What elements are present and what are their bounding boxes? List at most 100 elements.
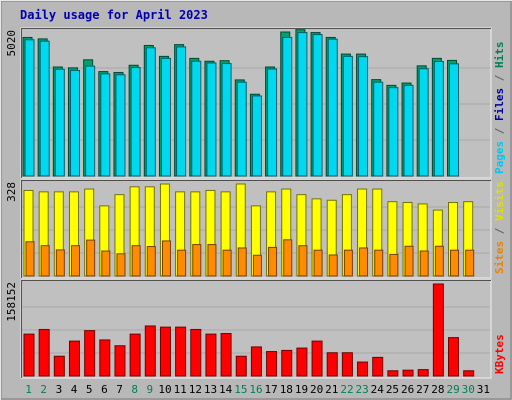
bar-bottom-kbytes-day-6	[99, 339, 111, 377]
bar-top-pages-day-2	[39, 40, 50, 177]
panel-middle-legend-item: Visits	[493, 181, 506, 221]
day-label-22: 22	[340, 383, 353, 396]
bar-top-pages-day-4	[69, 69, 80, 177]
bar-middle-sites-day-15	[237, 247, 247, 277]
bar-bottom-kbytes-day-26	[402, 369, 414, 377]
bar-bottom-kbytes-day-13	[205, 333, 217, 377]
bar-top-pages-day-17	[267, 68, 278, 177]
bar-bottom-kbytes-day-12	[190, 328, 202, 377]
panel-middle-legend-item: /	[493, 221, 506, 241]
panel-top-legend-item: /	[493, 68, 506, 88]
bar-bottom-kbytes-day-23	[357, 361, 369, 377]
bar-top-pages-day-10	[160, 57, 171, 177]
day-label-24: 24	[371, 383, 385, 396]
panel-top-legend-item: Pages	[493, 141, 506, 174]
bar-middle-sites-day-8	[131, 245, 141, 277]
panel-top-legend-item: Files	[493, 88, 506, 121]
bar-top-pages-day-15	[236, 81, 247, 177]
bar-top-pages-day-27	[418, 68, 429, 177]
chart-title: Daily usage for April 2023	[20, 8, 208, 22]
bar-middle-sites-day-17	[268, 246, 278, 277]
bar-middle-sites-day-14	[222, 249, 232, 277]
bar-top-pages-day-14	[221, 63, 232, 177]
bar-bottom-kbytes-day-19	[296, 347, 308, 377]
day-label-7: 7	[116, 383, 123, 396]
bar-bottom-kbytes-day-30	[463, 370, 475, 377]
bar-bottom-kbytes-day-1	[23, 333, 35, 377]
day-label-17: 17	[265, 383, 278, 396]
bar-top-pages-day-13	[206, 62, 217, 177]
bar-middle-sites-day-10	[161, 240, 171, 277]
bar-middle-sites-day-20	[313, 249, 323, 277]
day-label-16: 16	[249, 383, 262, 396]
panel-bottom-legend-item: KBytes	[493, 334, 506, 374]
bar-bottom-kbytes-day-4	[68, 340, 80, 377]
bar-middle-sites-day-25	[389, 253, 399, 277]
bar-middle-sites-day-9	[146, 246, 156, 277]
bar-top-pages-day-7	[115, 74, 126, 177]
bar-bottom-kbytes-day-28	[432, 283, 444, 377]
bar-top-pages-day-23	[358, 56, 369, 177]
bar-top-pages-day-19	[297, 32, 308, 177]
bar-middle-sites-day-3	[55, 249, 65, 277]
day-label-26: 26	[401, 383, 414, 396]
bar-bottom-kbytes-day-21	[326, 352, 338, 377]
bar-top-pages-day-8	[130, 67, 141, 177]
bar-top-pages-day-20	[312, 34, 323, 177]
bar-top-pages-day-22	[342, 55, 353, 177]
bar-middle-sites-day-4	[70, 245, 80, 277]
day-label-20: 20	[310, 383, 323, 396]
bar-middle-sites-day-18	[283, 239, 293, 277]
day-label-9: 9	[147, 383, 154, 396]
day-label-12: 12	[189, 383, 202, 396]
bar-top-pages-day-16	[251, 95, 262, 177]
bar-bottom-kbytes-day-17	[266, 351, 278, 377]
bar-middle-sites-day-26	[404, 245, 414, 277]
day-label-10: 10	[158, 383, 171, 396]
bar-top-pages-day-29	[449, 63, 460, 177]
bar-bottom-kbytes-day-2	[38, 328, 50, 377]
day-label-23: 23	[356, 383, 369, 396]
bar-middle-sites-day-6	[101, 250, 111, 277]
day-label-19: 19	[295, 383, 308, 396]
bar-bottom-kbytes-day-8	[129, 333, 141, 377]
bar-middle-sites-day-19	[298, 245, 308, 277]
day-label-1: 1	[25, 383, 32, 396]
bar-top-pages-day-25	[388, 87, 399, 177]
bar-middle-sites-day-24	[374, 249, 384, 277]
bar-middle-sites-day-2	[40, 245, 50, 277]
day-label-28: 28	[431, 383, 444, 396]
bar-bottom-kbytes-day-10	[159, 326, 171, 377]
panel-bottom-legend: KBytes	[493, 334, 506, 374]
bar-bottom-kbytes-day-15	[235, 355, 247, 377]
panel-top-legend-item: Hits	[493, 42, 506, 69]
bar-top-pages-day-24	[373, 81, 384, 177]
bar-middle-sites-day-30	[465, 249, 475, 277]
day-label-5: 5	[86, 383, 93, 396]
bar-bottom-kbytes-day-5	[84, 330, 96, 377]
bar-bottom-kbytes-day-29	[448, 337, 460, 377]
bar-bottom-kbytes-day-9	[144, 325, 156, 377]
day-label-15: 15	[234, 383, 247, 396]
panel-top-legend: Pages / Files / Hits	[493, 42, 506, 175]
day-label-31: 31	[477, 383, 490, 396]
bar-middle-sites-day-1	[25, 241, 35, 277]
day-label-29: 29	[446, 383, 459, 396]
bar-top-pages-day-11	[176, 46, 187, 177]
panel-middle-legend-item: Sites	[493, 241, 506, 274]
bar-middle-sites-day-29	[450, 249, 460, 277]
bar-top-pages-day-1	[24, 39, 35, 177]
bar-middle-sites-day-12	[192, 244, 202, 277]
day-label-11: 11	[174, 383, 187, 396]
bar-bottom-kbytes-day-25	[387, 370, 399, 377]
bar-bottom-kbytes-day-7	[114, 345, 126, 377]
bar-top-pages-day-3	[54, 68, 65, 177]
bar-bottom-kbytes-day-27	[417, 369, 429, 377]
panel-top-legend-item: /	[493, 121, 506, 141]
bar-middle-sites-day-28	[434, 245, 444, 277]
bar-top-pages-day-12	[191, 60, 202, 177]
day-label-8: 8	[131, 383, 138, 396]
bar-bottom-kbytes-day-24	[372, 356, 384, 377]
